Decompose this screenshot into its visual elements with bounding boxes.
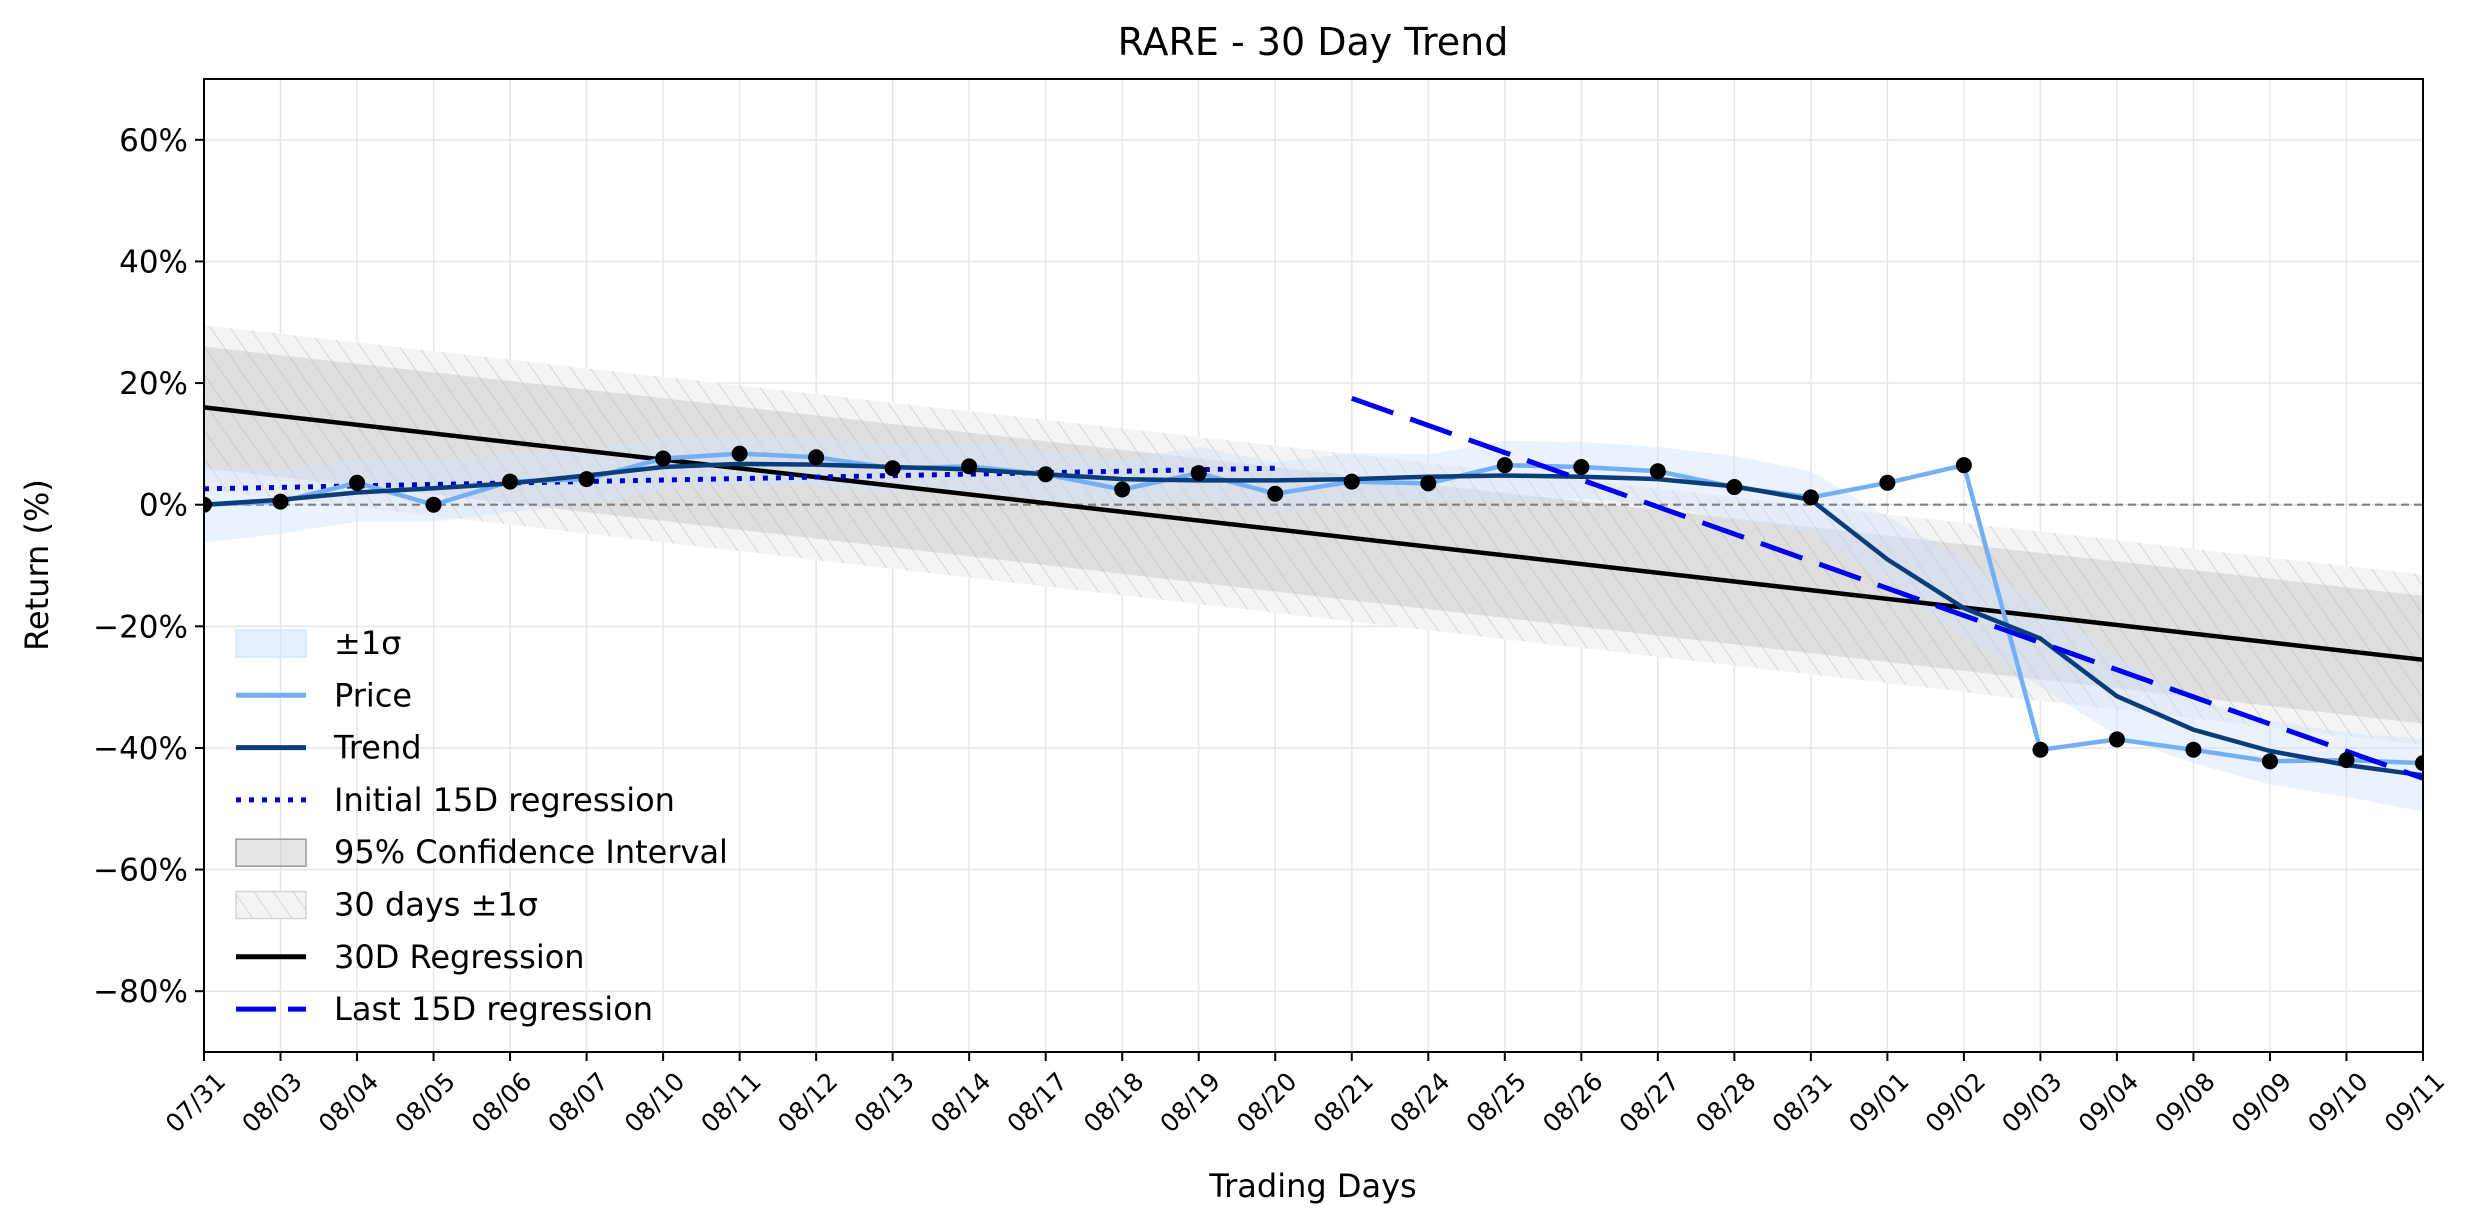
legend-label-trend: Trend: [333, 729, 422, 767]
price-point: [1879, 474, 1896, 491]
legend-label-95-confidence-interval: 95% Confidence Interval: [334, 833, 728, 871]
price-point: [655, 450, 672, 467]
price-point: [884, 460, 901, 477]
price-point: [502, 473, 519, 490]
price-point: [961, 458, 978, 475]
price-point: [204, 496, 212, 513]
y-axis-label: Return (%): [18, 479, 56, 651]
price-point: [2338, 752, 2355, 769]
price-point: [272, 493, 289, 510]
y-tick-label: 60%: [119, 123, 188, 159]
price-point: [1573, 458, 1590, 475]
price-point: [2032, 741, 2049, 758]
legend-key-30-days-1: [236, 891, 306, 919]
series-30d-regression: [204, 405, 2423, 663]
price-point: [2415, 755, 2423, 772]
y-tick-label: 20%: [119, 366, 188, 402]
y-tick-label: −80%: [93, 974, 188, 1010]
price-point: [1955, 457, 1972, 474]
price-point: [1496, 457, 1513, 474]
y-tick-label: −20%: [93, 609, 188, 645]
price-point: [578, 471, 595, 488]
plot-area: [204, 325, 2423, 812]
legend-key-1: [235, 629, 307, 658]
price-point: [1420, 475, 1437, 492]
series-last-15d-regression: [1350, 395, 2423, 781]
price-point: [1649, 463, 1666, 480]
legend-label-30d-regression: 30D Regression: [334, 938, 585, 976]
legend: ±1σ Price Trend Initial 15D regression 95% C…: [235, 624, 728, 1028]
x-axis-label: Trading Days: [1208, 1167, 1416, 1205]
price-point: [1037, 466, 1054, 483]
legend-label-30-days-1: 30 days ±1σ: [334, 886, 538, 924]
legend-label-price: Price: [334, 676, 412, 714]
y-tick-label: 40%: [119, 244, 188, 280]
price-point: [2261, 753, 2278, 770]
plot-frame: [203, 78, 2424, 1053]
price-point: [1267, 485, 1284, 502]
y-tick-label: 0%: [139, 488, 188, 524]
price-point: [1343, 473, 1360, 490]
legend-key-95-confidence-interval: [235, 838, 307, 867]
series-price: [204, 451, 2423, 766]
price-point: [1726, 479, 1743, 496]
price-point: [1190, 465, 1207, 482]
band-sigma: [204, 436, 2423, 812]
legend-label-last-15d-regression: Last 15D regression: [334, 990, 653, 1028]
price-point: [2108, 731, 2125, 748]
y-tick-label: −60%: [93, 853, 188, 889]
price-point: [425, 496, 442, 513]
price-point: [808, 449, 825, 466]
series-initial-15d-regression: [204, 465, 1276, 492]
price-point: [1114, 481, 1131, 498]
price-point: [2185, 741, 2202, 758]
chart-title: RARE - 30 Day Trend: [1118, 20, 1509, 64]
price-point: [1802, 489, 1819, 506]
legend-label-1: ±1σ: [334, 624, 401, 662]
price-point: [349, 474, 366, 491]
price-point: [731, 445, 748, 462]
y-tick-label: −40%: [93, 731, 188, 767]
legend-label-initial-15d-regression: Initial 15D regression: [334, 781, 675, 819]
